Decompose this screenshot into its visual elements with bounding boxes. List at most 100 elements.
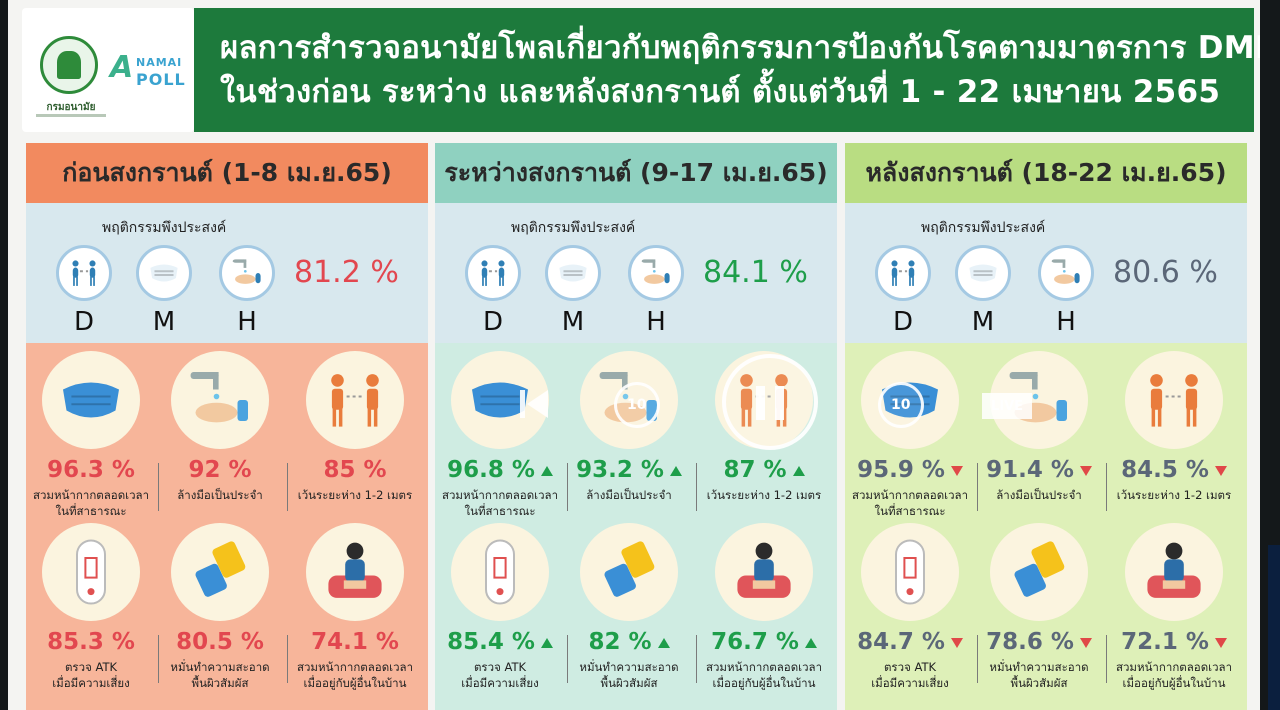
percentage-value: 87 %	[723, 457, 787, 483]
face-mask-icon	[451, 351, 549, 449]
caption-line2: เมื่ออยู่กับผู้อื่นในบ้าน	[712, 676, 816, 690]
dmh-letter-h: H	[237, 307, 257, 337]
percentage-value: 84.7 %	[857, 629, 945, 655]
previous-icon[interactable]	[514, 384, 554, 424]
column-divider	[567, 463, 568, 511]
percentage-value: 76.7 %	[711, 629, 799, 655]
title-banner: ผลการสำรวจอนามัยโพลเกี่ยวกับพฤติกรรมการป…	[194, 8, 1260, 132]
face-mask-icon	[136, 245, 192, 301]
behavior-caption: สวมหน้ากากตลอดเวลา ในที่สาธารณะ	[433, 487, 567, 519]
rewind-10-icon[interactable]: 10	[614, 382, 660, 428]
trend-down-icon	[950, 465, 963, 476]
behavior-caption: เว้นระยะห่าง 1-2 เมตร	[1107, 487, 1241, 503]
department-seal-logo	[40, 36, 98, 94]
caption-line2: พื้นผิวสัมผัส	[191, 676, 249, 690]
behavior-caption: ตรวจ ATK เมื่อมีความเสี่ยง	[843, 659, 977, 691]
caption-line2: พื้นผิวสัมผัส	[600, 676, 658, 690]
caption-line1: เว้นระยะห่าง 1-2 เมตร	[297, 488, 413, 502]
column-divider	[696, 463, 697, 511]
department-logo-text: กรมอนามัย	[46, 102, 96, 113]
percentage-value: 84.5 %	[1121, 457, 1209, 483]
cleaning-brush-icon	[990, 523, 1088, 621]
percentage-value: 78.6 %	[986, 629, 1074, 655]
trend-down-icon	[950, 637, 963, 648]
behavior-percentage: 80.5 %	[155, 629, 285, 655]
percentage-value: 96.3 %	[47, 457, 135, 483]
face-mask-icon	[42, 351, 140, 449]
hand-wash-icon	[1038, 245, 1094, 301]
people-distance-icon	[56, 245, 112, 301]
pause-icon[interactable]	[722, 354, 818, 450]
percentage-value: 85.4 %	[447, 629, 535, 655]
caption-line1: หมั่นทำความสะอาด	[579, 660, 679, 674]
trend-up-icon	[804, 637, 817, 648]
trend-up-icon	[657, 637, 670, 648]
column-divider	[567, 635, 568, 683]
dmh-percentage: 81.2 %	[294, 255, 399, 290]
column-divider	[287, 463, 288, 511]
people-distance-icon	[465, 245, 521, 301]
caption-line1: ตรวจ ATK	[64, 660, 118, 674]
column-divider	[977, 463, 978, 511]
dmh-summary-panel: พฤติกรรมพึงประสงค์ D M H 81.2 %	[26, 203, 428, 343]
column-divider	[158, 635, 159, 683]
logo-area: กรมอนามัย A NAMAI POLL	[22, 8, 194, 132]
percentage-value: 93.2 %	[576, 457, 664, 483]
caption-line2: เมื่อมีความเสี่ยง	[461, 676, 539, 690]
column-divider	[287, 635, 288, 683]
anamai-poll-logo: A NAMAI POLL	[110, 50, 190, 94]
page-title-line1: ผลการสำรวจอนามัยโพลเกี่ยวกับพฤติกรรมการป…	[220, 30, 1260, 66]
dmh-summary-panel: พฤติกรรมพึงประสงค์ D M H 84.1 %	[435, 203, 837, 343]
percentage-value: 74.1 %	[311, 629, 399, 655]
behavior-caption: เว้นระยะห่าง 1-2 เมตร	[288, 487, 422, 503]
side-panel-edge	[1268, 545, 1280, 710]
trend-up-icon	[792, 465, 805, 476]
caption-line1: หมั่นทำความสะอาด	[989, 660, 1089, 674]
dmh-letter-m: M	[561, 307, 585, 337]
percentage-value: 80.5 %	[176, 629, 264, 655]
behavior-caption: ล้างมือเป็นประจำ	[153, 487, 287, 503]
behavior-caption: สวมหน้ากากตลอดเวลา เมื่ออยู่กับผู้อื่นในบ…	[288, 659, 422, 691]
live-badge[interactable]: LIVE	[982, 393, 1032, 419]
behavior-caption: ล้างมือเป็นประจำ	[562, 487, 696, 503]
people-distance-icon	[875, 245, 931, 301]
pause-bar-left	[756, 386, 765, 420]
behavior-caption: สวมหน้ากากตลอดเวลา ในที่สาธารณะ	[843, 487, 977, 519]
caption-line2: พื้นผิวสัมผัส	[1010, 676, 1068, 690]
department-logo-subline	[36, 114, 106, 117]
behavior-caption: สวมหน้ากากตลอดเวลา เมื่ออยู่กับผู้อื่นในบ…	[697, 659, 831, 691]
trend-up-icon	[540, 465, 553, 476]
caption-line2: ในที่สาธารณะ	[874, 504, 946, 518]
dmh-letter-d: D	[892, 307, 914, 337]
face-mask-icon	[545, 245, 601, 301]
trend-up-icon	[669, 465, 682, 476]
behavior-percentage: 72.1 %	[1109, 629, 1239, 655]
behavior-caption: หมั่นทำความสะอาด พื้นผิวสัมผัส	[153, 659, 287, 691]
column-divider	[1106, 463, 1107, 511]
caption-line1: ตรวจ ATK	[473, 660, 527, 674]
column-divider	[696, 635, 697, 683]
behavior-caption: หมั่นทำความสะอาดพื้นผิวสัมผัส	[972, 659, 1106, 691]
caption-line1: ตรวจ ATK	[883, 660, 937, 674]
caption-line1: ล้างมือเป็นประจำ	[586, 488, 672, 502]
behavior-percentage: 84.7 %	[845, 629, 975, 655]
dmh-letter-d: D	[482, 307, 504, 337]
behavior-percentage: 91.4 %	[974, 457, 1104, 483]
dmh-letter-m: M	[971, 307, 995, 337]
dmh-letter-d: D	[73, 307, 95, 337]
caption-line2: ในที่สาธารณะ	[464, 504, 536, 518]
period-heading: หลังสงกรานต์ (18-22 เม.ย.65)	[845, 143, 1247, 203]
percentage-value: 96.8 %	[447, 457, 535, 483]
caption-line1: สวมหน้ากากตลอดเวลา	[296, 660, 414, 674]
page-title-line2: ในช่วงก่อน ระหว่าง และหลังสงกรานต์ ตั้งแ…	[220, 74, 1221, 110]
cleaning-brush-icon	[580, 523, 678, 621]
caption-line1: ล้างมือเป็นประจำ	[177, 488, 263, 502]
behavior-percentage: 74.1 %	[290, 629, 420, 655]
behavior-caption: เว้นระยะห่าง 1-2 เมตร	[697, 487, 831, 503]
anamai-logo-letter: A	[110, 50, 134, 85]
forward-10-icon[interactable]: 10	[878, 382, 924, 428]
atk-test-icon	[42, 523, 140, 621]
caption-line1: สวมหน้ากากตลอดเวลา	[32, 488, 150, 502]
dmh-letter-h: H	[646, 307, 666, 337]
percentage-value: 92 %	[188, 457, 252, 483]
